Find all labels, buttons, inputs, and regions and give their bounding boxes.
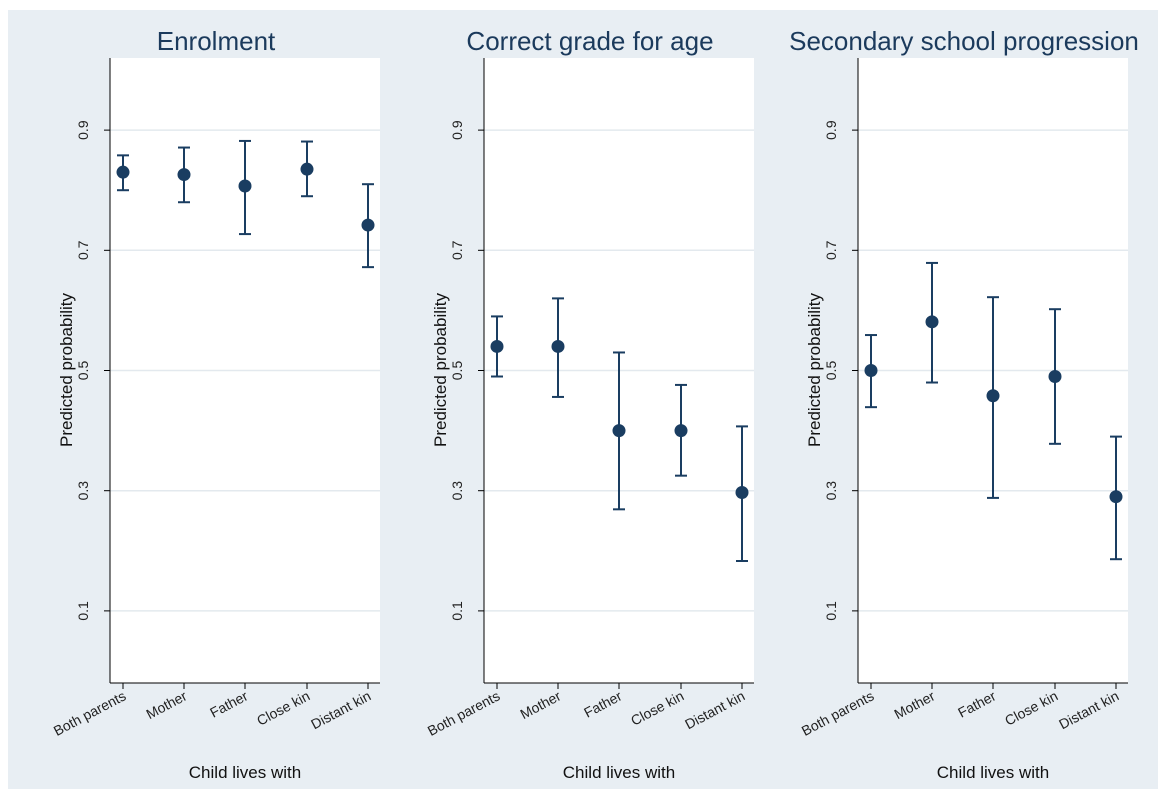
data-point (238, 179, 252, 193)
panel-enrolment: 0.1 0.3 0.5 0.7 0.9 Both parents Mother … (51, 26, 380, 782)
x-axis-label: Child lives with (189, 763, 301, 782)
data-point (986, 389, 1000, 403)
y-tick-label: 0.3 (449, 481, 465, 501)
y-tick-label: 0.9 (823, 120, 839, 140)
y-tick-label: 0.5 (823, 361, 839, 381)
data-point (612, 424, 626, 438)
data-point (300, 162, 314, 176)
point-markers (864, 315, 1123, 504)
y-tick-label: 0.3 (823, 481, 839, 501)
y-tick-label: 0.7 (449, 240, 465, 260)
data-point (551, 339, 565, 353)
y-axis-label: Predicted probability (57, 292, 76, 447)
y-ticks: 0.1 0.3 0.5 0.7 0.9 (823, 120, 858, 621)
y-tick: 0.3 (823, 481, 858, 501)
point-markers (116, 162, 375, 232)
y-tick-label: 0.1 (449, 601, 465, 621)
chart-title: Correct grade for age (466, 26, 713, 56)
chart-title: Enrolment (157, 26, 276, 56)
y-tick-label: 0.7 (75, 240, 91, 260)
data-point (177, 168, 191, 182)
data-point (925, 315, 939, 329)
y-tick-label: 0.9 (449, 120, 465, 140)
y-tick: 0.1 (75, 601, 110, 621)
y-tick: 0.5 (75, 361, 110, 381)
data-point (490, 339, 504, 353)
panel-secondary-school-progression: 0.1 0.3 0.5 0.7 0.9 Both parents Mother … (789, 26, 1139, 782)
y-tick: 0.1 (823, 601, 858, 621)
y-ticks: 0.1 0.3 0.5 0.7 0.9 (75, 120, 110, 621)
y-axis-label: Predicted probability (431, 292, 450, 447)
y-tick: 0.9 (823, 120, 858, 140)
y-tick: 0.5 (823, 361, 858, 381)
y-tick: 0.7 (75, 240, 110, 260)
data-point (116, 165, 130, 179)
y-tick: 0.9 (75, 120, 110, 140)
y-tick-label: 0.3 (75, 481, 91, 501)
y-tick-label: 0.1 (823, 601, 839, 621)
x-axis-label: Child lives with (937, 763, 1049, 782)
y-tick-label: 0.1 (75, 601, 91, 621)
y-tick: 0.9 (449, 120, 484, 140)
data-point (1048, 370, 1062, 384)
y-axis-label: Predicted probability (805, 292, 824, 447)
y-tick: 0.7 (449, 240, 484, 260)
y-tick: 0.7 (823, 240, 858, 260)
data-point (864, 364, 878, 377)
data-point (361, 218, 375, 232)
y-tick: 0.3 (449, 481, 484, 501)
data-point (674, 424, 688, 438)
y-tick: 0.5 (449, 361, 484, 381)
y-tick-label: 0.5 (449, 361, 465, 381)
y-ticks: 0.1 0.3 0.5 0.7 0.9 (449, 120, 484, 621)
chart-title: Secondary school progression (789, 26, 1139, 56)
y-tick: 0.3 (75, 481, 110, 501)
gridlines (110, 129, 380, 612)
point-markers (490, 339, 749, 499)
y-tick-label: 0.5 (75, 361, 91, 381)
y-tick: 0.1 (449, 601, 484, 621)
data-point (1109, 490, 1123, 504)
y-tick-label: 0.9 (75, 120, 91, 140)
y-tick-label: 0.7 (823, 240, 839, 260)
panel-correct-grade-for-age: 0.1 0.3 0.5 0.7 0.9 Both parents Mother … (425, 26, 754, 782)
x-axis-label: Child lives with (563, 763, 675, 782)
data-point (735, 485, 749, 499)
